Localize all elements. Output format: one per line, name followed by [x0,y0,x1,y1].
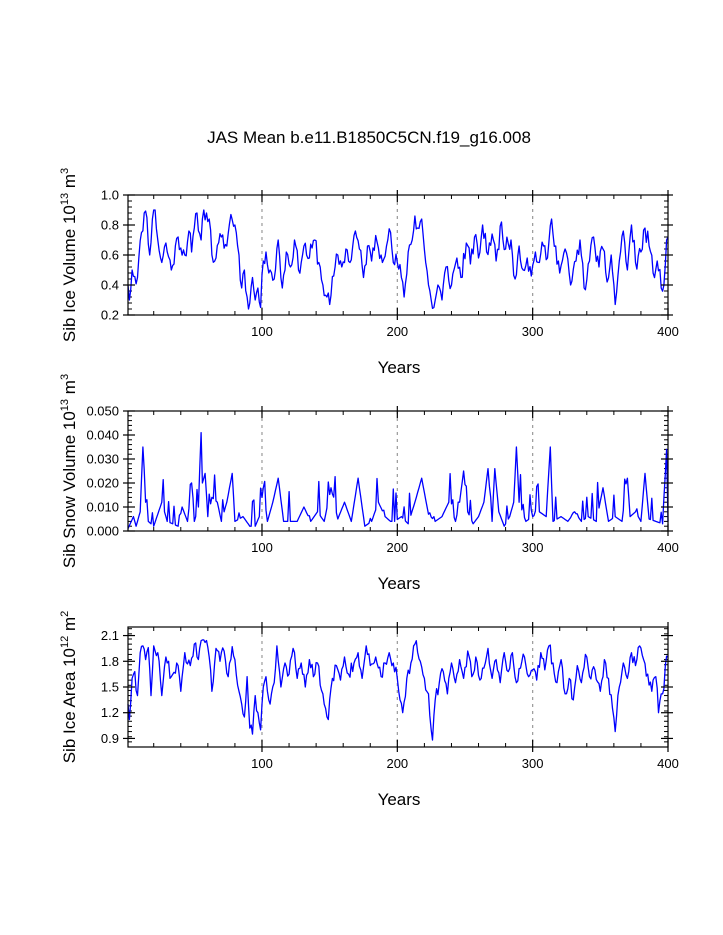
y-tick-label: 0.4 [101,278,119,293]
sib-ice-area-panel: 0.9 1.2 1.5 1.8 2.1 100 200 300 400 Years Sib Ice … [59,611,679,809]
y-label-exponent: 12 [59,636,71,648]
y-tick-label: 2.1 [101,628,119,643]
y-tick-label: 1.5 [101,680,119,695]
x-tick-label: 200 [386,540,408,555]
y-label-main: Sib Ice Volume 10 [60,205,79,342]
y-label-exponent: 13 [59,399,71,411]
figure-title: JAS Mean b.e11.B1850C5CN.f19_g16.008 [207,128,531,147]
x-axis-label: Years [378,358,421,377]
sib-snow-volume-series-line [127,431,669,529]
y-tick-label: 1.0 [101,188,119,203]
y-tick-label: 0.6 [101,248,119,263]
y-label-unit-exponent: 3 [59,374,71,380]
y-tick-label: 0.010 [86,500,119,515]
plot-frame [127,410,669,532]
x-tick-label: 400 [657,756,679,771]
y-label-unit-exponent: 3 [59,168,71,174]
sib-ice-volume-series-line [127,209,669,310]
y-tick-label: 0.020 [86,476,119,491]
y-tick-label: 0.2 [101,308,119,323]
y-axis-label: Sib Snow Volume 1013 m3 [59,374,79,568]
x-tick-label: 200 [386,756,408,771]
x-tick-label: 300 [522,756,544,771]
y-tick-label: 0.030 [86,452,119,467]
y-axis-label: Sib Ice Volume 1013 m3 [59,168,79,342]
y-label-unit: m [60,174,79,193]
x-tick-label: 100 [251,756,273,771]
y-tick-label: 0.8 [101,218,119,233]
sib-ice-area-series-line [127,639,669,741]
x-tick-label: 200 [386,324,408,339]
y-tick-label: 1.2 [101,705,119,720]
x-tick-label: 400 [657,540,679,555]
x-axis-label: Years [378,790,421,809]
y-label-unit-exponent: 2 [59,611,71,617]
y-label-unit: m [60,380,79,399]
y-axis-label: Sib Ice Area 1012 m2 [59,611,79,764]
panels: 0.2 0.4 0.6 0.8 1.0 100 200 300 400 Years Sib Ice … [59,168,679,809]
y-tick-label: 0.050 [86,404,119,419]
x-tick-label: 400 [657,324,679,339]
x-axis-label: Years [378,574,421,593]
y-label-main: Sib Snow Volume 10 [60,411,79,568]
plot-frame [127,194,669,316]
y-label-exponent: 13 [59,193,71,205]
x-tick-label: 300 [522,540,544,555]
y-tick-label: 0.000 [86,524,119,539]
x-tick-label: 300 [522,324,544,339]
y-label-unit: m [60,617,79,636]
sib-snow-volume-panel: 0.000 0.010 0.020 0.030 0.040 0.050 100 200 300 4… [59,374,679,593]
y-label-main: Sib Ice Area 10 [60,648,79,763]
y-tick-label: 0.040 [86,428,119,443]
x-tick-label: 100 [251,540,273,555]
x-tick-label: 100 [251,324,273,339]
y-tick-label: 0.9 [101,731,119,746]
sib-ice-volume-panel: 0.2 0.4 0.6 0.8 1.0 100 200 300 400 Years Sib Ice … [59,168,679,377]
y-tick-label: 1.8 [101,654,119,669]
